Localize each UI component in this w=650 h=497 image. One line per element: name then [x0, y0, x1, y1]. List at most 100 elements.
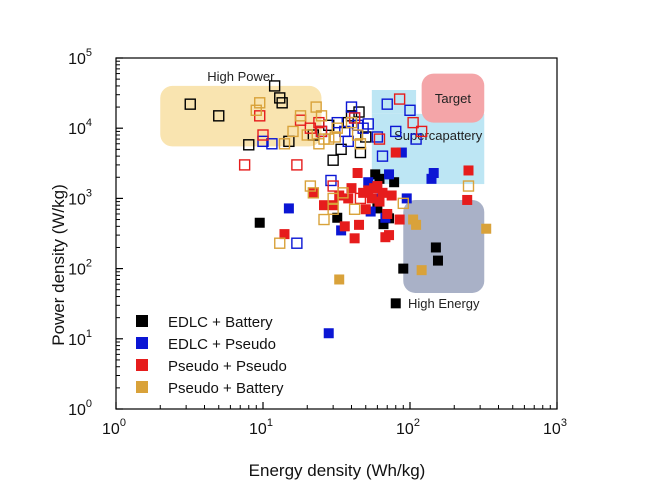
- point-pseudo-pseudo-filled: [352, 168, 363, 179]
- point-pseudo-battery-open: [294, 110, 307, 122]
- point-edlc-pseudo-open: [404, 104, 416, 116]
- point-pseudo-pseudo-filled: [334, 190, 345, 201]
- x-tick-label: 101: [249, 417, 273, 438]
- y-tick-label: 105: [68, 47, 92, 68]
- legend-label-pseudo-battery: Pseudo + Battery: [168, 380, 284, 397]
- point-edlc-battery-filled: [390, 298, 401, 309]
- point-pseudo-battery-open: [278, 138, 291, 150]
- point-edlc-pseudo-open: [362, 118, 374, 130]
- point-pseudo-battery-open: [287, 125, 299, 138]
- point-pseudo-battery-open: [337, 187, 349, 199]
- y-axis-label: Power density (W/kg): [49, 184, 68, 346]
- point-pseudo-pseudo-filled: [366, 193, 377, 204]
- point-pseudo-pseudo-open: [313, 116, 325, 129]
- x-tick-label: 100: [102, 417, 126, 438]
- plot-frame: [115, 57, 558, 410]
- point-pseudo-battery-open: [397, 197, 409, 210]
- point-pseudo-pseudo-filled: [384, 230, 395, 241]
- point-pseudo-battery-open: [327, 203, 339, 215]
- point-pseudo-pseudo-filled: [339, 221, 350, 232]
- legend-swatch-pseudo-pseudo: [136, 359, 148, 371]
- point-edlc-battery-open: [184, 98, 196, 110]
- point-pseudo-pseudo-filled: [394, 214, 405, 225]
- point-pseudo-pseudo-filled: [319, 200, 330, 211]
- y-tick-label: 103: [68, 187, 92, 208]
- point-edlc-battery-open: [345, 110, 358, 122]
- point-pseudo-battery-filled: [416, 265, 427, 276]
- point-pseudo-battery-open: [351, 129, 364, 141]
- point-pseudo-pseudo-open: [315, 125, 328, 138]
- legend-swatch-edlc-battery: [136, 315, 148, 327]
- x-tick-label: 103: [543, 417, 567, 438]
- point-edlc-battery-filled: [389, 177, 400, 188]
- point-pseudo-battery-open: [315, 110, 328, 122]
- region-label-supercapattery: Supercapattery: [394, 128, 483, 143]
- point-pseudo-pseudo-filled: [354, 219, 365, 230]
- y-tick-label: 101: [68, 328, 92, 349]
- point-pseudo-battery-open: [274, 237, 286, 249]
- y-tick-label: 102: [68, 258, 92, 279]
- point-edlc-battery-open: [327, 154, 339, 166]
- y-tick-label: 104: [68, 117, 92, 138]
- point-edlc-battery-filled: [432, 255, 443, 266]
- point-edlc-battery-open: [213, 110, 225, 122]
- legend-swatch-edlc-pseudo: [136, 337, 148, 349]
- region-label-high-power: High Power: [207, 69, 275, 84]
- point-edlc-pseudo-open: [257, 135, 269, 148]
- point-pseudo-battery-open: [323, 133, 335, 145]
- point-edlc-pseudo-filled: [384, 169, 395, 180]
- legend: EDLC + Battery EDLC + Pseudo Pseudo + Pseu…: [136, 314, 287, 397]
- point-pseudo-pseudo-filled: [308, 187, 319, 198]
- point-pseudo-battery-open: [250, 104, 262, 116]
- point-edlc-battery-open: [354, 146, 367, 159]
- point-pseudo-pseudo-filled: [349, 233, 360, 244]
- point-pseudo-battery-filled: [334, 274, 345, 285]
- x-tick-label: 102: [396, 417, 420, 438]
- point-edlc-pseudo-open: [381, 98, 393, 110]
- point-pseudo-pseudo-open: [257, 129, 269, 141]
- region-label-high-energy: High Energy: [408, 296, 480, 311]
- point-pseudo-battery-open: [301, 129, 313, 141]
- region-high-power: [160, 85, 322, 147]
- point-pseudo-pseudo-open: [291, 159, 303, 171]
- point-edlc-battery-filled: [254, 217, 265, 228]
- point-pseudo-pseudo-filled: [360, 204, 371, 215]
- point-edlc-pseudo-filled: [396, 147, 407, 158]
- point-edlc-pseudo-open: [390, 125, 402, 138]
- point-pseudo-pseudo-open: [393, 93, 406, 105]
- point-pseudo-pseudo-open: [407, 116, 419, 129]
- point-edlc-battery-open: [243, 139, 255, 151]
- point-pseudo-battery-filled: [481, 223, 492, 234]
- point-pseudo-battery-open: [462, 180, 475, 192]
- point-pseudo-pseudo-filled: [346, 183, 357, 194]
- legend-label-pseudo-pseudo: Pseudo + Pseudo: [168, 358, 287, 375]
- point-edlc-battery-filled: [378, 219, 389, 230]
- point-pseudo-battery-open: [345, 116, 358, 129]
- point-edlc-pseudo-filled: [363, 177, 374, 188]
- point-edlc-pseudo-filled: [428, 168, 439, 179]
- point-edlc-battery-filled: [398, 263, 409, 274]
- y-tick-label: 100: [68, 398, 92, 419]
- point-pseudo-pseudo-filled: [377, 187, 388, 198]
- point-pseudo-pseudo-open: [327, 180, 339, 192]
- point-layer: [184, 80, 492, 339]
- x-axis-label: Energy density (Wh/kg): [249, 461, 426, 480]
- point-pseudo-battery-open: [307, 187, 320, 199]
- point-edlc-battery-open: [335, 143, 347, 156]
- point-edlc-pseudo-open: [291, 237, 303, 249]
- region-label-target: Target: [435, 91, 472, 106]
- point-edlc-pseudo-filled: [323, 328, 334, 339]
- point-pseudo-pseudo-open: [373, 133, 386, 145]
- legend-swatch-pseudo-battery: [136, 381, 148, 393]
- point-pseudo-battery-open: [348, 203, 361, 215]
- point-pseudo-pseudo-filled: [463, 165, 474, 176]
- point-edlc-pseudo-open: [376, 150, 389, 162]
- point-pseudo-pseudo-open: [415, 125, 428, 138]
- point-pseudo-battery-open: [331, 122, 343, 134]
- point-pseudo-pseudo-filled: [386, 190, 397, 201]
- point-edlc-battery-open: [268, 80, 281, 92]
- point-edlc-pseudo-filled: [426, 173, 437, 184]
- point-edlc-battery-open: [276, 97, 288, 109]
- point-pseudo-pseudo-filled: [382, 208, 393, 219]
